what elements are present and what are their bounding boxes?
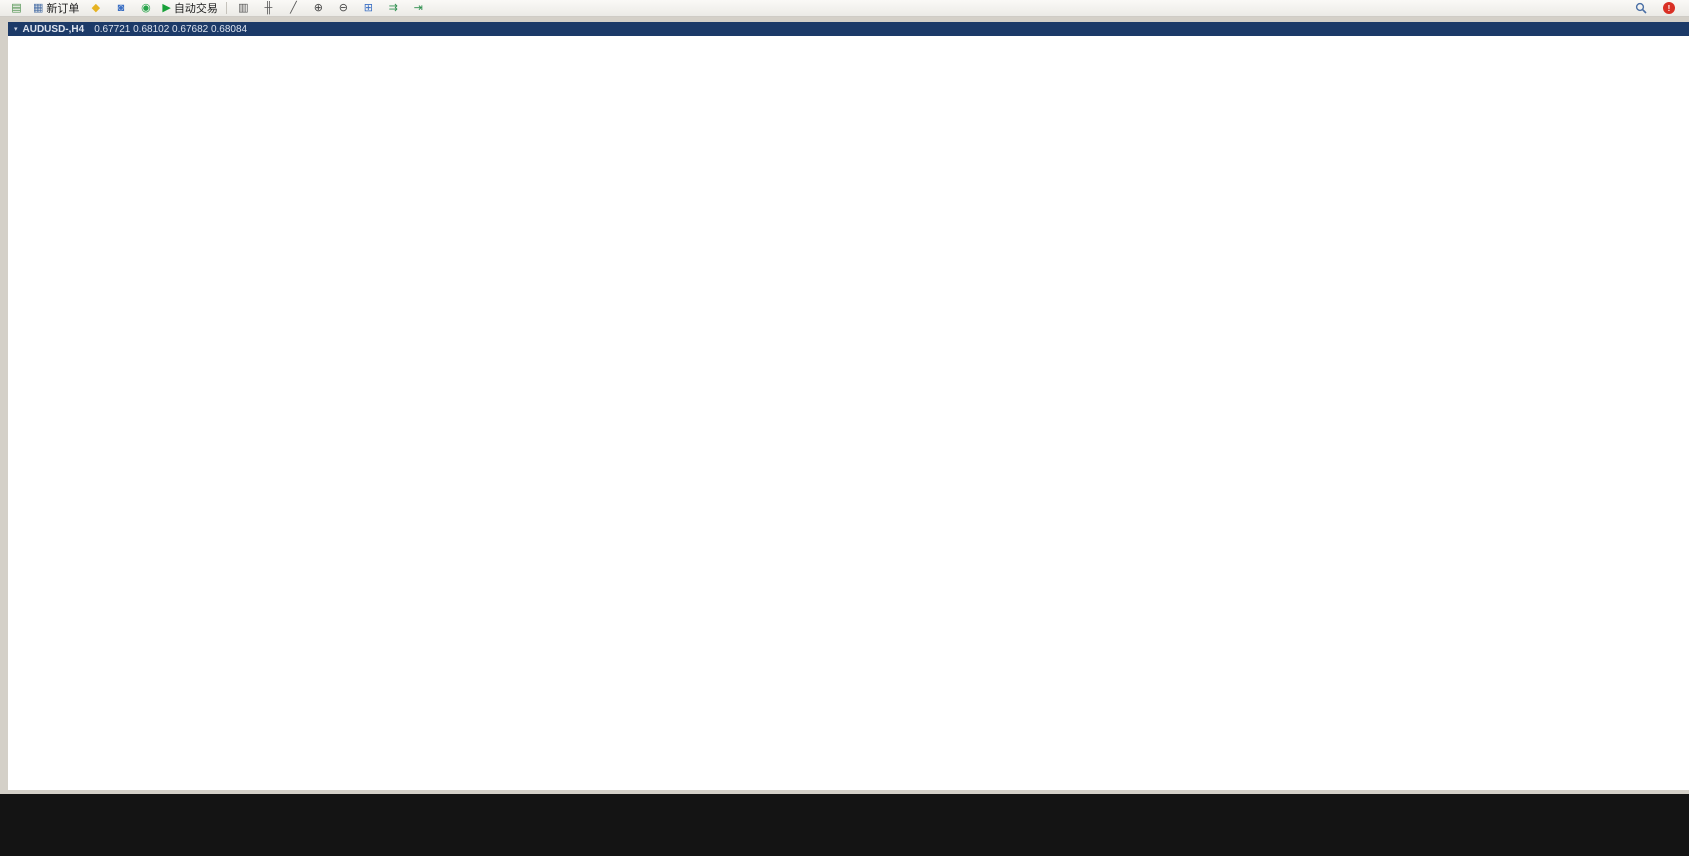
new-chart-icon: ▤	[11, 1, 22, 14]
window-frame-top	[0, 17, 1689, 22]
window-frame-left	[0, 22, 8, 792]
zoom-out-button[interactable]: ⊖	[332, 0, 355, 17]
toolbar-separator	[225, 2, 227, 14]
market-watch-icon: ◙	[117, 1, 125, 14]
toolbar-items: ▤ ▦ 新订单 ◆ ◙ ◉ ▶ 自动交易 ▥ ╫ ╱ ⊕ ⊖ ⊞ ⇉ ⇥	[4, 0, 431, 16]
chart-line-button[interactable]: ╱	[282, 0, 305, 17]
tile-windows-button[interactable]: ⊞	[357, 0, 380, 17]
chart-line-icon: ╱	[290, 1, 297, 14]
market-watch-button[interactable]: ◙	[109, 0, 132, 17]
chart-title-ohlc: 0.67721 0.68102 0.67682 0.68084	[94, 23, 248, 35]
toolbar-right: !	[1628, 0, 1675, 17]
auto-trading-icon: ▶	[162, 1, 171, 14]
chart-menu-icon[interactable]: ▾	[14, 26, 18, 33]
chart-candles-icon: ╫	[264, 1, 273, 14]
new-order-label: 新订单	[46, 3, 80, 15]
zoom-out-icon: ⊖	[338, 1, 348, 14]
chart-candles-button[interactable]: ╫	[257, 0, 280, 17]
new-order-button[interactable]: ▦ 新订单	[30, 0, 82, 17]
zoom-in-button[interactable]: ⊕	[307, 0, 330, 17]
strategy-tester-icon: ◉	[141, 1, 151, 14]
tile-windows-icon: ⊞	[363, 1, 373, 14]
chart-titlebar[interactable]: ▾ AUDUSD-,H4 0.67721 0.68102 0.67682 0.6…	[8, 22, 1689, 36]
metaeditor-icon: ◆	[91, 1, 101, 14]
search-icon	[1635, 2, 1647, 14]
desktop-strip	[0, 794, 1689, 856]
auto-scroll-button[interactable]: ⇉	[382, 0, 405, 17]
window-frame-bottom	[0, 790, 1689, 794]
chart-title-symbol: AUDUSD-,H4	[22, 23, 85, 35]
main-toolbar: ▤ ▦ 新订单 ◆ ◙ ◉ ▶ 自动交易 ▥ ╫ ╱ ⊕ ⊖ ⊞ ⇉ ⇥ !	[0, 0, 1689, 17]
auto-trading-label: 自动交易	[173, 3, 218, 15]
zoom-in-icon: ⊕	[313, 1, 323, 14]
metaeditor-button[interactable]: ◆	[84, 0, 107, 17]
auto-trading-button[interactable]: ▶ 自动交易	[159, 0, 220, 17]
notification-icon[interactable]: !	[1663, 2, 1675, 14]
strategy-tester-button[interactable]: ◉	[134, 0, 157, 17]
chart-bars-icon: ▥	[238, 1, 249, 14]
chart-shift-icon: ⇥	[413, 1, 423, 14]
new-chart-button[interactable]: ▤	[5, 0, 28, 17]
chart-bars-button[interactable]: ▥	[232, 0, 255, 17]
auto-scroll-icon: ⇉	[388, 1, 398, 14]
chart-shift-button[interactable]: ⇥	[407, 0, 430, 17]
search-button[interactable]	[1629, 0, 1652, 17]
new-order-icon: ▦	[33, 1, 44, 14]
